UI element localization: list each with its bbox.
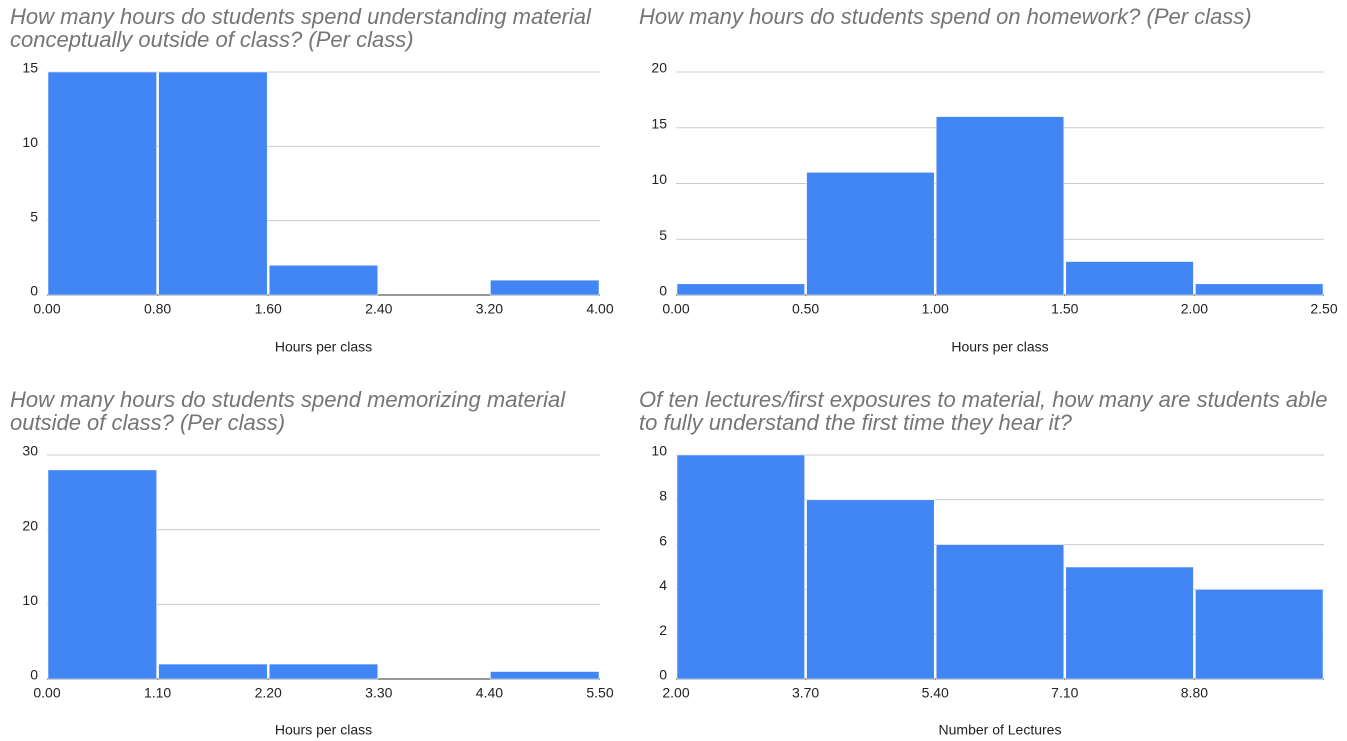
bar [806, 499, 935, 680]
x-tick-label: 0.50 [792, 301, 819, 317]
bar [490, 279, 600, 296]
x-axis-label: Hours per class [275, 339, 372, 355]
x-axis-label: Hours per class [951, 339, 1048, 355]
y-tick-label: 15 [651, 115, 667, 131]
x-tick-label: 4.40 [476, 685, 503, 701]
y-tick-label: 4 [659, 577, 667, 593]
chart-title: How many hours do students spend on home… [639, 4, 1252, 29]
bar [1195, 283, 1324, 296]
bar [935, 544, 1065, 680]
x-tick-label: 0.80 [144, 301, 171, 317]
x-tick-label: 3.20 [476, 301, 503, 317]
bar [1065, 261, 1194, 296]
bar [676, 454, 805, 680]
bar [490, 671, 600, 680]
y-tick-label: 10 [22, 134, 38, 150]
x-axis-label: Number of Lectures [939, 722, 1062, 738]
y-tick-label: 10 [651, 171, 667, 187]
chart-title: Of ten lectures/first exposures to mater… [639, 387, 1328, 435]
y-tick-label: 15 [22, 60, 38, 76]
y-tick-label: 5 [659, 227, 667, 243]
x-tick-label: 5.40 [922, 685, 949, 701]
bar [158, 71, 268, 296]
x-tick-label: 2.00 [662, 685, 689, 701]
x-tick-label: 0.00 [33, 685, 60, 701]
x-tick-label: 3.70 [792, 685, 819, 701]
x-tick-label: 1.60 [255, 301, 282, 317]
x-tick-label: 5.50 [586, 685, 613, 701]
y-tick-label: 0 [659, 667, 667, 683]
x-tick-label: 2.00 [1181, 301, 1208, 317]
chart-title: How many hours do students spend memoriz… [10, 387, 566, 435]
bar [268, 663, 379, 680]
bar [1065, 566, 1194, 680]
y-tick-label: 6 [659, 532, 667, 548]
y-tick-label: 5 [30, 208, 38, 224]
y-tick-label: 2 [659, 622, 667, 638]
y-tick-label: 8 [659, 488, 667, 504]
x-tick-label: 1.00 [922, 301, 949, 317]
bar [806, 172, 935, 296]
y-tick-label: 20 [22, 517, 38, 533]
y-tick-label: 30 [22, 443, 38, 459]
bar [1195, 589, 1324, 680]
x-tick-label: 3.30 [365, 685, 392, 701]
x-tick-label: 4.00 [586, 301, 613, 317]
x-tick-label: 1.50 [1051, 301, 1078, 317]
y-tick-label: 20 [651, 60, 667, 76]
x-tick-label: 2.50 [1310, 301, 1337, 317]
y-tick-label: 0 [30, 283, 38, 299]
x-tick-label: 8.80 [1181, 685, 1208, 701]
bar [158, 663, 268, 680]
chart-title: How many hours do students spend underst… [10, 4, 591, 52]
y-tick-label: 10 [22, 592, 38, 608]
x-tick-label: 1.10 [144, 685, 171, 701]
bar [47, 469, 157, 680]
y-tick-label: 10 [651, 443, 667, 459]
x-tick-label: 0.00 [662, 301, 689, 317]
x-tick-label: 7.10 [1051, 685, 1078, 701]
bar [676, 283, 805, 296]
y-tick-label: 0 [30, 667, 38, 683]
y-tick-label: 0 [659, 283, 667, 299]
x-tick-label: 0.00 [33, 301, 60, 317]
x-axis-label: Hours per class [275, 722, 372, 738]
bar [935, 116, 1065, 296]
bar [47, 71, 157, 296]
bar [268, 265, 379, 296]
x-tick-label: 2.40 [365, 301, 392, 317]
x-tick-label: 2.20 [255, 685, 282, 701]
